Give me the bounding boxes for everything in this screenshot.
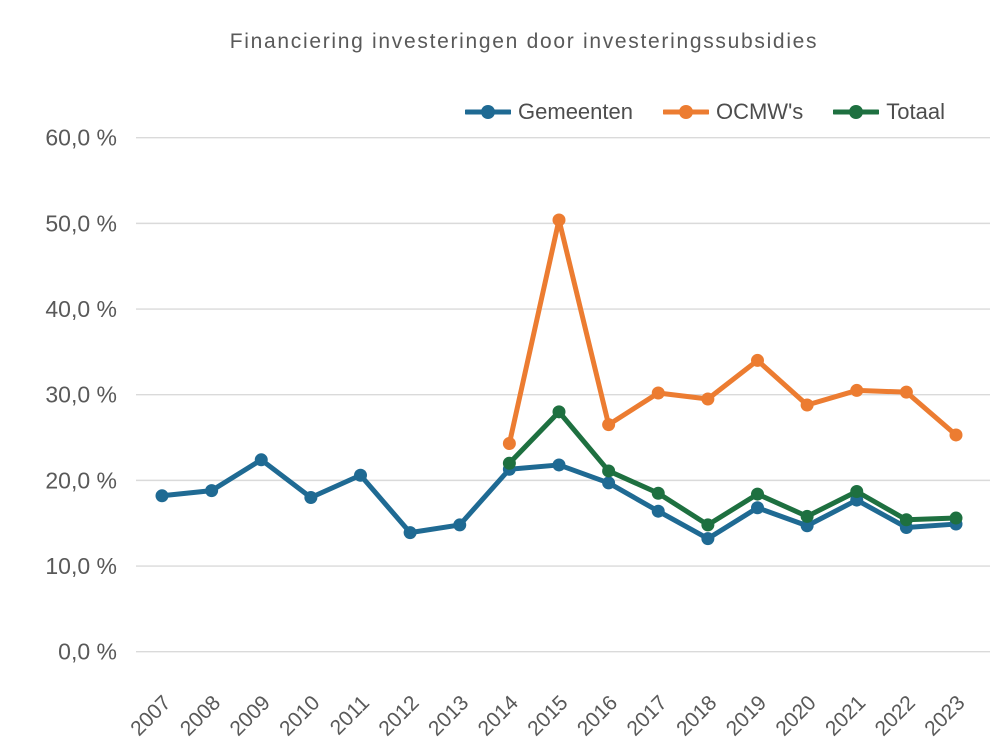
data-point-gemeenten-2013 bbox=[453, 518, 467, 532]
y-axis-tick-label: 20,0 % bbox=[45, 467, 117, 493]
data-point-gemeenten-2007 bbox=[155, 489, 169, 503]
data-point-ocmws-2018 bbox=[701, 392, 715, 406]
x-axis-tick-label: 2022 bbox=[871, 691, 920, 740]
x-axis-tick-label: 2017 bbox=[622, 691, 671, 740]
x-axis-tick-label: 2007 bbox=[126, 691, 175, 740]
data-point-totaal-2021 bbox=[850, 485, 864, 499]
gridlines bbox=[136, 136, 990, 653]
x-axis-tick-label: 2010 bbox=[275, 691, 324, 740]
legend-marker-totaal bbox=[833, 105, 880, 119]
y-axis-tick-label: 30,0 % bbox=[45, 382, 117, 408]
x-axis-tick-label: 2009 bbox=[225, 691, 274, 740]
legend-marker-gemeenten bbox=[465, 105, 512, 119]
y-axis-tick-label: 60,0 % bbox=[45, 125, 117, 151]
y-axis-tick-label: 10,0 % bbox=[45, 553, 117, 579]
x-axis-tick-label: 2015 bbox=[523, 691, 572, 740]
x-axis-tick-label: 2016 bbox=[573, 691, 622, 740]
legend-label-ocmws: OCMW's bbox=[715, 99, 804, 124]
data-point-gemeenten-2018 bbox=[701, 532, 715, 546]
chart-title: Financiering investeringen door invester… bbox=[229, 30, 819, 53]
data-point-ocmws-2016 bbox=[602, 418, 616, 432]
data-point-ocmws-2021 bbox=[850, 383, 864, 397]
data-point-gemeenten-2011 bbox=[354, 468, 367, 482]
data-point-ocmws-2014 bbox=[502, 437, 516, 451]
x-axis-tick-label: 2014 bbox=[474, 691, 524, 741]
series-line-ocmws bbox=[506, 217, 959, 447]
legend-item-gemeenten[interactable]: Gemeenten bbox=[465, 99, 633, 125]
legend-item-ocmws[interactable]: OCMW's bbox=[662, 99, 804, 125]
data-point-gemeenten-2012 bbox=[403, 526, 417, 540]
data-point-totaal-2015 bbox=[552, 405, 566, 419]
legend-label-totaal: Totaal bbox=[886, 99, 945, 124]
data-point-totaal-2022 bbox=[899, 513, 913, 527]
x-axis-labels: 2007 2008 2009 2010 2011 2012 2013 2014 2015 2016… bbox=[126, 691, 969, 741]
x-axis-tick-label: 2018 bbox=[672, 691, 721, 740]
series-line-totaal bbox=[506, 409, 959, 528]
x-axis-tick-label: 2013 bbox=[424, 691, 473, 740]
data-point-totaal-2014 bbox=[502, 456, 516, 470]
x-axis-tick-label: 2023 bbox=[920, 691, 969, 740]
y-axis-tick-label: 50,0 % bbox=[45, 210, 117, 236]
data-point-ocmws-2019 bbox=[751, 353, 764, 367]
data-point-ocmws-2020 bbox=[800, 398, 814, 412]
y-axis-tick-label: 40,0 % bbox=[45, 296, 117, 322]
data-point-ocmws-2023 bbox=[949, 428, 963, 442]
x-axis-tick-label: 2012 bbox=[374, 691, 423, 740]
data-point-gemeenten-2010 bbox=[304, 491, 318, 504]
y-axis-labels: 0,0 % 10,0 % 20,0 % 30,0 % 40,0 % 50,0 % 60,0 … bbox=[45, 125, 117, 665]
data-point-gemeenten-2016 bbox=[602, 476, 616, 490]
data-point-gemeenten-2017 bbox=[651, 504, 665, 518]
legend-item-totaal[interactable]: Totaal bbox=[833, 99, 945, 125]
data-point-gemeenten-2015 bbox=[552, 458, 566, 472]
data-point-totaal-2023 bbox=[949, 511, 963, 525]
series-ocmws bbox=[502, 213, 963, 451]
x-axis-tick-label: 2011 bbox=[326, 691, 374, 739]
data-point-ocmws-2015 bbox=[552, 213, 566, 227]
data-point-ocmws-2017 bbox=[651, 386, 665, 400]
data-point-gemeenten-2009 bbox=[254, 453, 268, 467]
data-point-gemeenten-2019 bbox=[751, 501, 764, 515]
data-point-totaal-2019 bbox=[751, 487, 764, 501]
chart-legend: Gemeenten OCMW's Totaal bbox=[465, 99, 945, 125]
data-point-totaal-2017 bbox=[651, 486, 665, 500]
x-axis-tick-label: 2019 bbox=[722, 691, 771, 740]
data-point-ocmws-2022 bbox=[899, 385, 913, 399]
series-totaal bbox=[502, 405, 963, 532]
data-point-totaal-2020 bbox=[800, 509, 814, 523]
x-axis-tick-label: 2021 bbox=[821, 691, 870, 740]
data-point-totaal-2018 bbox=[701, 518, 715, 532]
data-point-totaal-2016 bbox=[602, 464, 616, 478]
y-axis-tick-label: 0,0 % bbox=[58, 639, 117, 665]
x-axis-tick-label: 2008 bbox=[176, 691, 225, 740]
data-point-gemeenten-2020 bbox=[800, 519, 814, 533]
legend-label-gemeenten: Gemeenten bbox=[518, 99, 633, 124]
x-axis-tick-label: 2020 bbox=[771, 691, 820, 740]
data-point-gemeenten-2008 bbox=[205, 484, 219, 498]
legend-marker-ocmws bbox=[662, 105, 709, 119]
